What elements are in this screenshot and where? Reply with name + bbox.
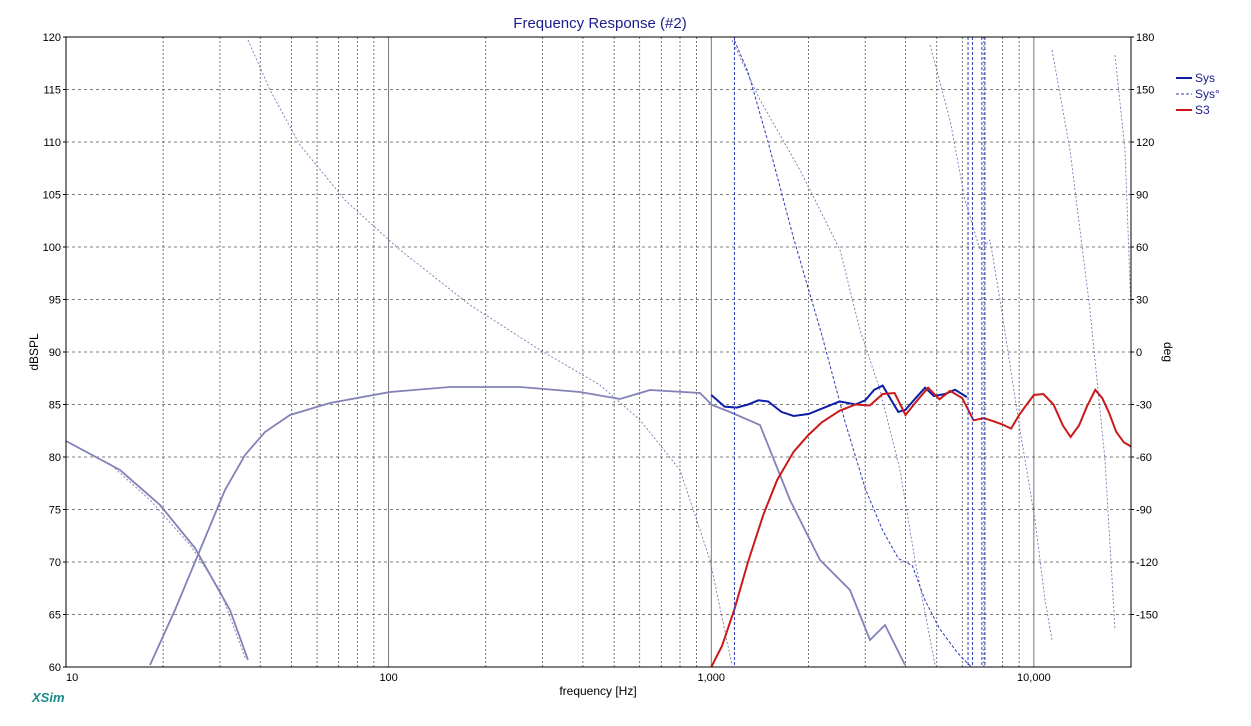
background-trace (929, 44, 1053, 641)
y-tick-label: 100 (43, 242, 61, 254)
y-axis-ticks: 60 65 70 75 80 85 90 95 100 105 110 115 120 (43, 32, 66, 674)
series-line-sys (733, 40, 972, 668)
y2-tick-label: 60 (1136, 242, 1148, 254)
background-trace (731, 39, 936, 666)
y-tick-label: 75 (49, 505, 61, 517)
y-tick-label: 95 (49, 295, 61, 307)
x-tick-label: 10,000 (1017, 672, 1051, 684)
legend-label: S3 (1195, 103, 1210, 117)
y2-tick-label: 30 (1136, 295, 1148, 307)
y2-axis-label: deg (1161, 342, 1175, 362)
y-tick-label: 110 (43, 137, 61, 149)
y-tick-label: 70 (49, 557, 61, 569)
legend-label: Sys° (1195, 87, 1220, 101)
background-trace (247, 39, 733, 666)
x-tick-label: 10 (66, 672, 78, 684)
background-trace (1051, 49, 1116, 631)
y-tick-label: 60 (49, 662, 61, 674)
y2-tick-label: -90 (1136, 505, 1152, 517)
y2-tick-label: -30 (1136, 400, 1152, 412)
background-trace (149, 386, 906, 666)
legend-label: Sys (1195, 71, 1215, 85)
brand-logo: XSim (31, 690, 65, 705)
y2-tick-label: 120 (1136, 137, 1154, 149)
y-tick-label: 90 (49, 347, 61, 359)
x-tick-label: 100 (379, 672, 397, 684)
y2-tick-label: 90 (1136, 190, 1148, 202)
phase-background-traces (65, 39, 1132, 666)
y2-tick-label: 150 (1136, 85, 1154, 97)
y-axis-label: dBSPL (27, 333, 41, 371)
y-tick-label: 80 (49, 452, 61, 464)
plot-frame (65, 36, 1132, 668)
y-tick-label: 115 (43, 85, 61, 97)
background-trace (65, 440, 249, 661)
y-tick-label: 105 (43, 190, 61, 202)
grid (65, 36, 1132, 668)
y-tick-label: 65 (49, 610, 61, 622)
x-axis-label: frequency [Hz] (559, 684, 636, 698)
y2-tick-label: 180 (1136, 32, 1154, 44)
background-trace (65, 440, 247, 661)
y2-tick-label: -60 (1136, 452, 1152, 464)
y2-tick-label: -150 (1136, 610, 1158, 622)
x-axis-ticks: 10 100 1,000 10,000 (66, 672, 1051, 684)
series-layer (710, 37, 1132, 668)
x-tick-label: 1,000 (697, 672, 725, 684)
y2-tick-label: -120 (1136, 557, 1158, 569)
y2-tick-label: 0 (1136, 347, 1142, 359)
series-line-s3 (710, 386, 1132, 668)
background-trace (1114, 54, 1132, 311)
y-tick-label: 120 (43, 32, 61, 44)
legend: Sys Sys° S3 (1176, 71, 1220, 117)
y-tick-label: 85 (49, 400, 61, 412)
y2-axis-ticks: -150 -120 -90 -60 -30 0 30 60 90 120 150 180 (1131, 32, 1158, 622)
chart-title: Frequency Response (#2) (513, 15, 686, 32)
